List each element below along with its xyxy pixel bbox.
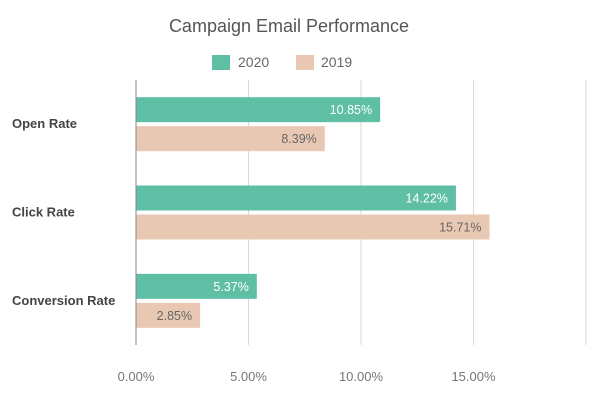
category-label: Open Rate <box>12 116 77 131</box>
bar-value-label: 14.22% <box>406 192 448 206</box>
chart-title: Campaign Email Performance <box>169 16 409 36</box>
bar-value-label: 8.39% <box>281 132 316 146</box>
category-label: Click Rate <box>12 205 75 220</box>
bar-2019-open-rate <box>136 126 325 152</box>
bar-labels: 10.85% 8.39% 14.22% 15.71% 5.37% 2.85% <box>157 103 482 323</box>
legend-label-2019: 2019 <box>321 54 352 70</box>
bar-2019-conversion-rate <box>136 302 201 328</box>
bar-2020-conversion-rate <box>136 273 257 299</box>
x-tick-label: 10.00% <box>339 369 384 384</box>
bar-value-label: 10.85% <box>330 103 372 117</box>
category-labels: Open Rate Click Rate Conversion Rate <box>12 116 115 308</box>
legend-swatch-2020 <box>212 55 230 70</box>
bar-value-label: 2.85% <box>157 309 192 323</box>
category-label: Conversion Rate <box>12 293 115 308</box>
gridlines <box>248 80 587 345</box>
bar-value-label: 5.37% <box>213 280 248 294</box>
x-tick-labels: 0.00% 5.00% 10.00% 15.00% <box>118 369 496 384</box>
legend: 2020 2019 <box>212 54 352 70</box>
bars <box>136 97 490 328</box>
bar-2020-open-rate <box>136 97 381 123</box>
bar-value-label: 15.71% <box>439 221 481 235</box>
bar-2019-click-rate <box>136 214 490 240</box>
legend-label-2020: 2020 <box>238 54 269 70</box>
x-tick-label: 15.00% <box>451 369 496 384</box>
x-tick-label: 0.00% <box>118 369 155 384</box>
x-tick-label: 5.00% <box>230 369 267 384</box>
legend-swatch-2019 <box>296 55 314 70</box>
bar-2020-click-rate <box>136 185 456 211</box>
